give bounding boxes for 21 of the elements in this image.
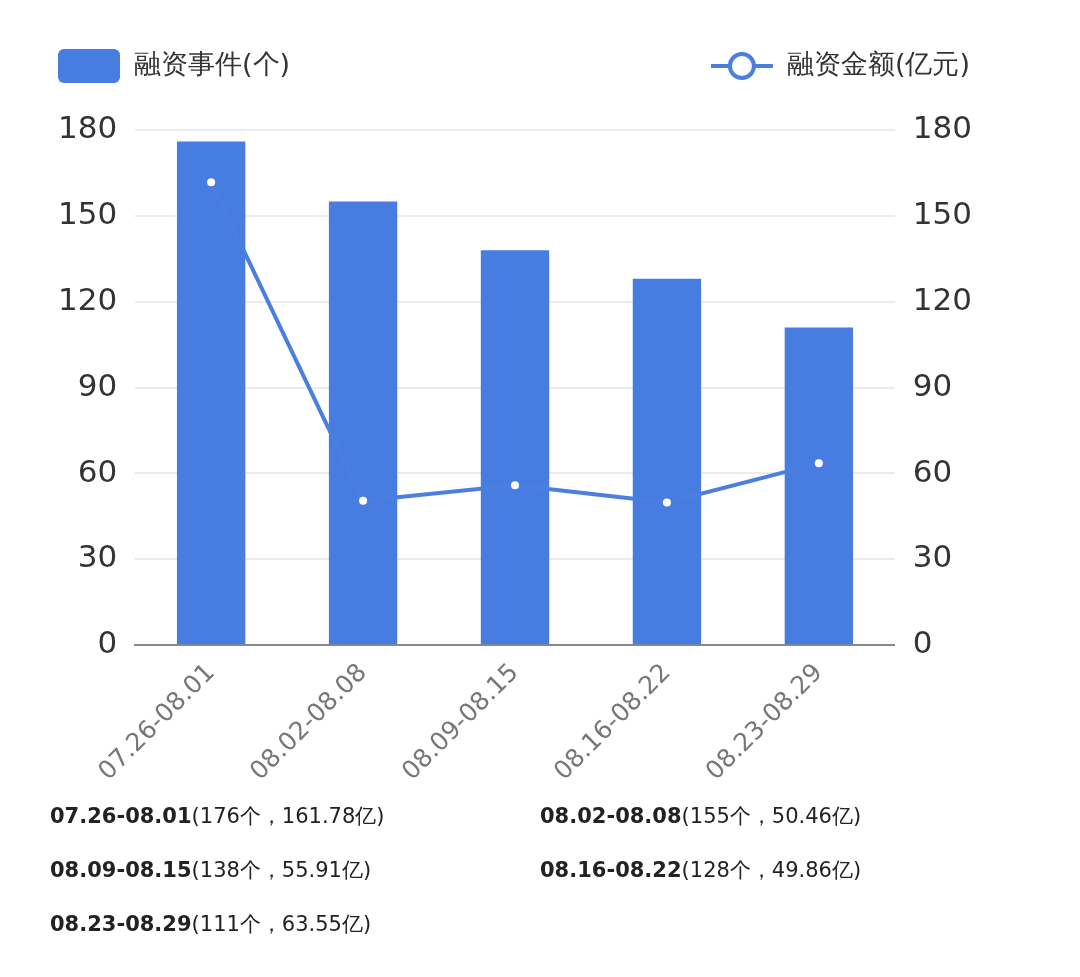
legend-label: 融资金额(亿元): [786, 48, 971, 80]
y2-tick-label: 0: [912, 624, 933, 661]
y2-tick-label: 90: [912, 366, 953, 403]
y2-tick-label: 30: [912, 538, 953, 575]
y-tick-label: 150: [58, 194, 118, 231]
y-tick-label: 30: [77, 538, 118, 575]
y2-tick-label: 150: [912, 194, 972, 231]
y-tick-label: 60: [77, 452, 118, 489]
y2-tick-label: 180: [912, 109, 972, 146]
text: 08.02-08.08(155个，50.46亿): [540, 803, 863, 830]
y-tick-label: 180: [58, 109, 118, 146]
text: 07.26-08.01(176个，161.78亿): [50, 803, 386, 830]
y2-tick-label: 120: [912, 280, 972, 317]
text: 08.16-08.22(128个，49.86亿): [540, 857, 863, 884]
y-tick-label: 120: [58, 280, 118, 317]
legend-label: 融资事件(个): [134, 48, 291, 80]
text: 08.09-08.15(138个，55.91亿): [50, 857, 373, 884]
y-tick-label: 0: [97, 624, 118, 661]
y-tick-label: 90: [77, 366, 118, 403]
text: 08.23-08.29(111个，63.55亿): [50, 911, 373, 938]
y2-tick-label: 60: [912, 452, 953, 489]
